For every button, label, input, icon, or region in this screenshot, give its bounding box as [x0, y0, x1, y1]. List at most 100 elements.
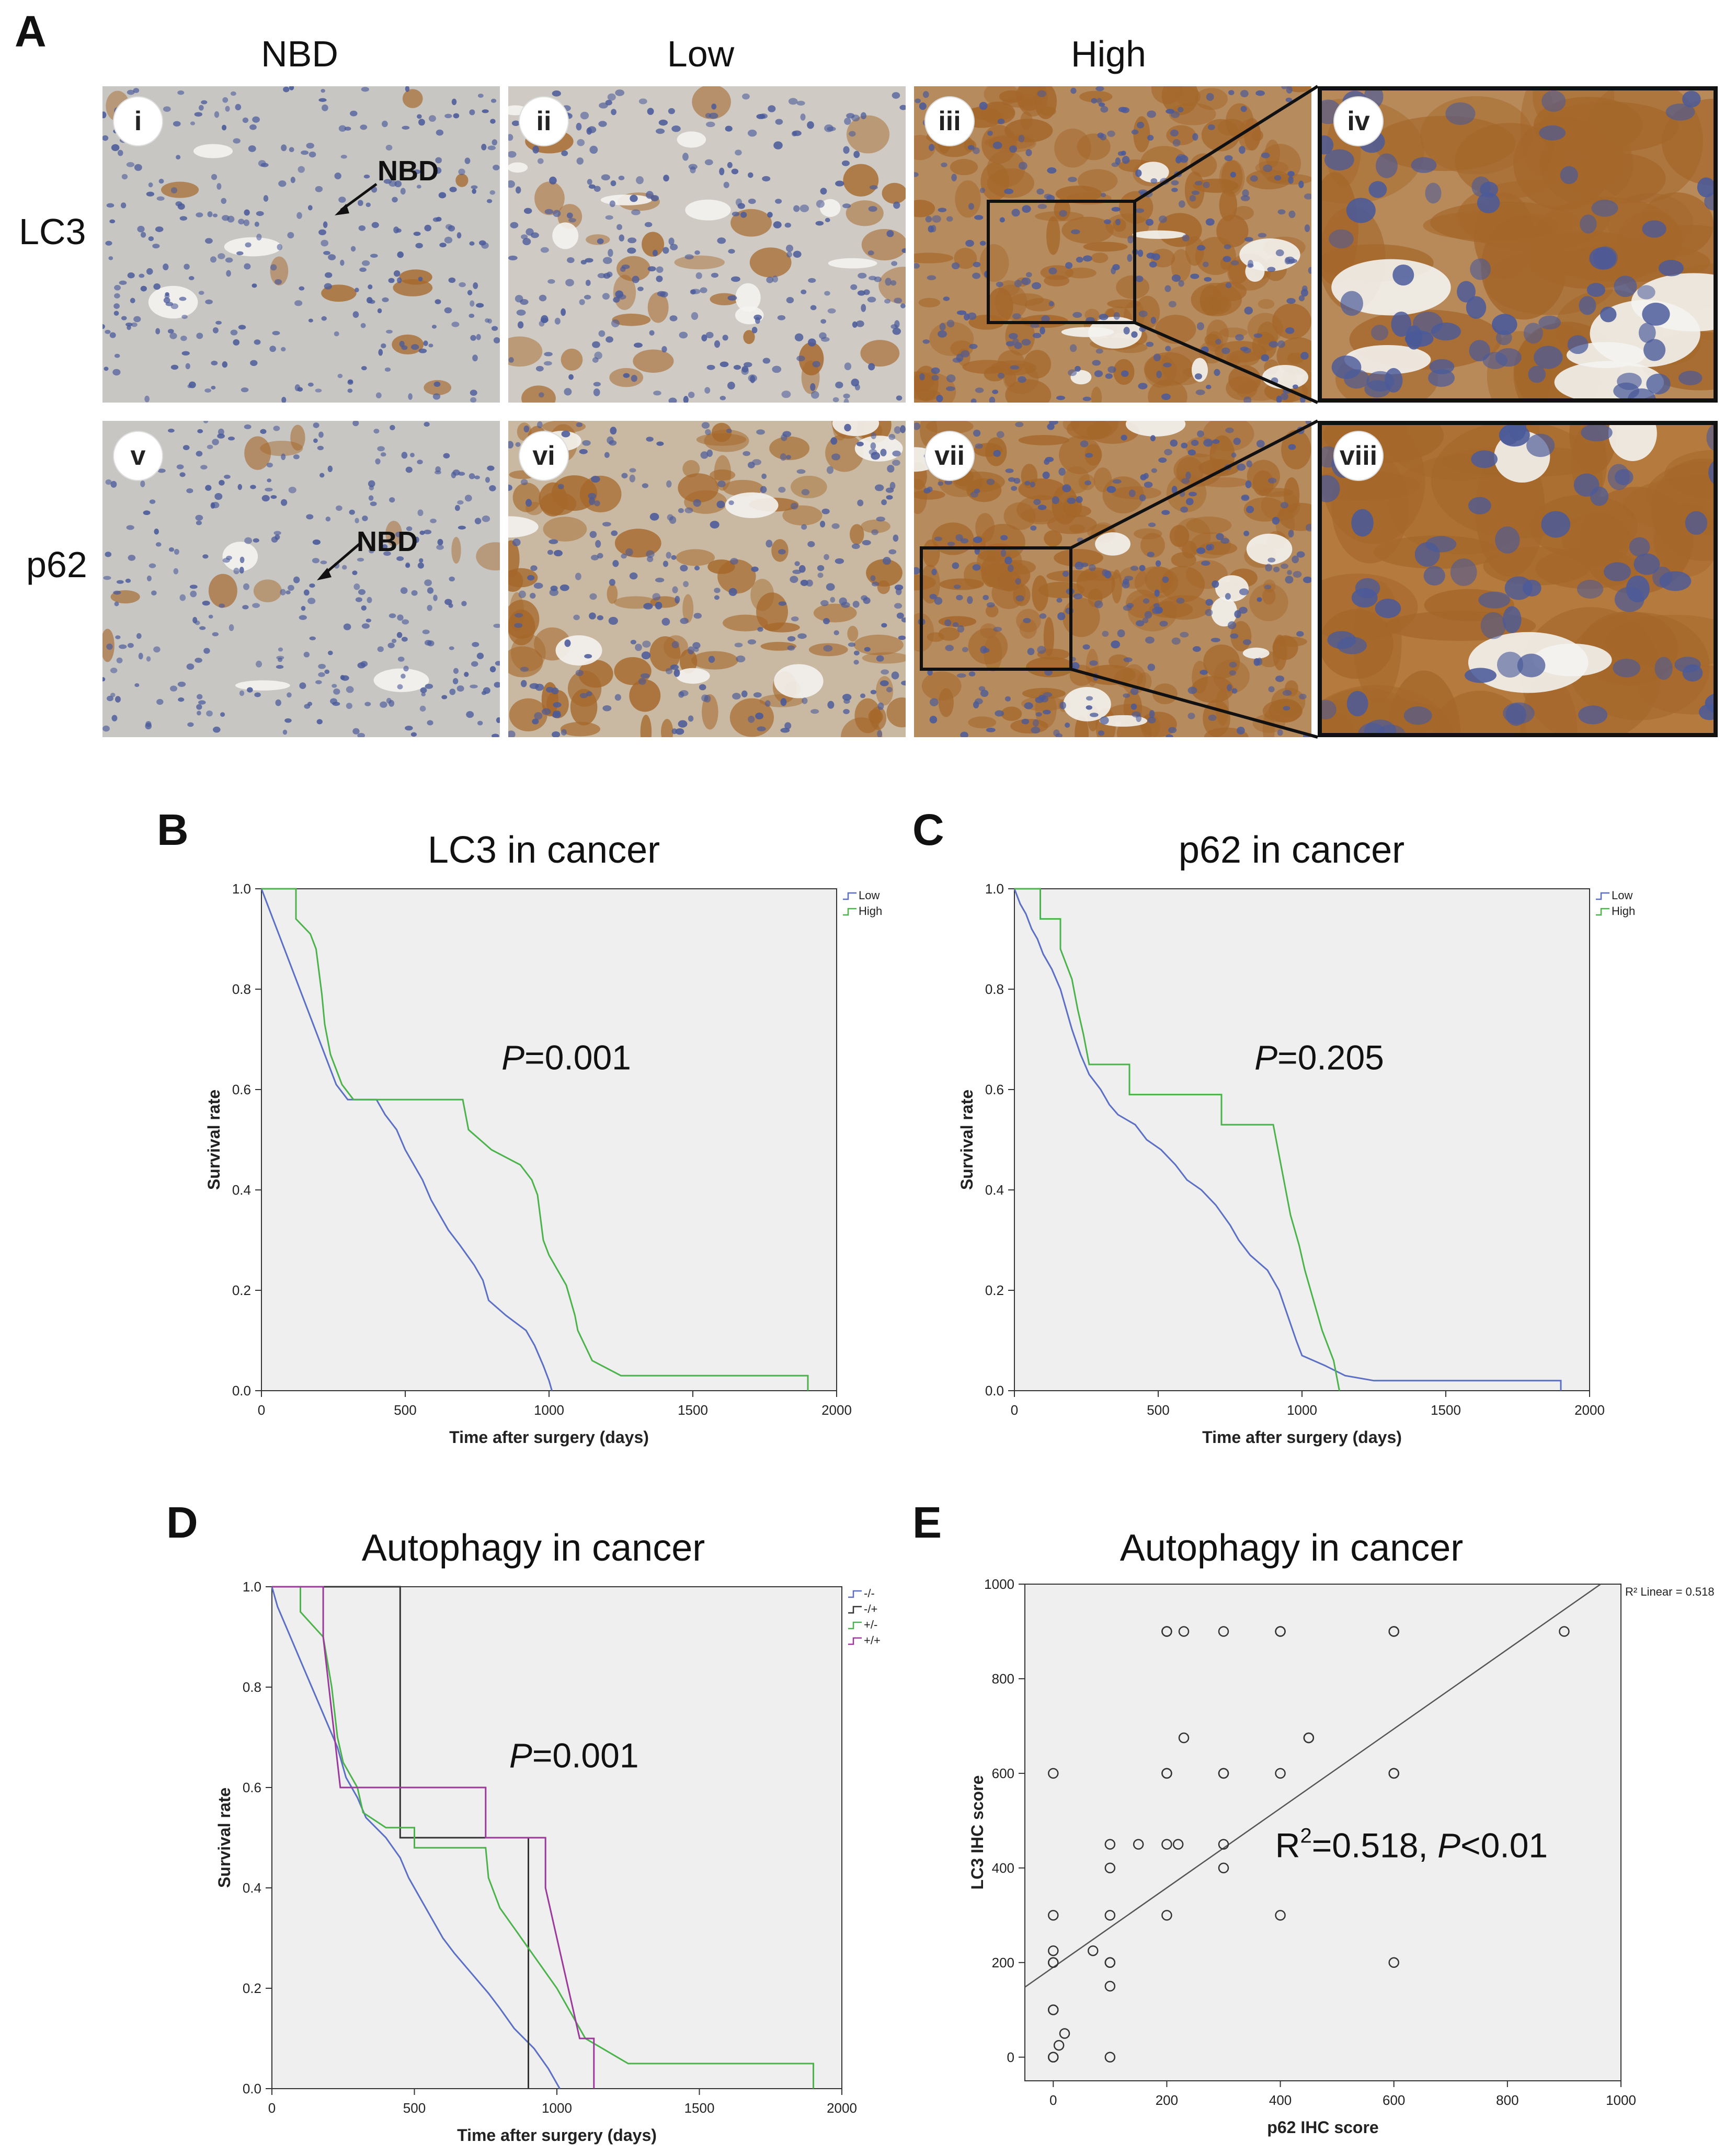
scatter-point: [1048, 1945, 1059, 1956]
legend-swatch: [848, 1621, 862, 1630]
y-axis-label: Survival rate: [215, 1788, 234, 1888]
legend-label: Low: [1612, 889, 1632, 902]
numeral-v: v: [113, 431, 163, 481]
numeral-vi: vi: [519, 431, 569, 481]
zoom-box-iii: [987, 200, 1136, 324]
col-label-nbd: NBD: [261, 33, 338, 74]
nbd-arrow-v: [322, 543, 361, 576]
zoom-box-vii: [920, 546, 1072, 671]
plot-area: [1024, 1584, 1621, 2081]
panel-e-letter: E: [912, 1498, 942, 1547]
micrograph-viii: [1318, 421, 1718, 737]
legend-label: -/-: [864, 1587, 875, 1600]
nbd-arrowhead-i: [335, 204, 349, 215]
plot-area: [261, 888, 837, 1391]
chart-e: 0 200 400 600 800 1000 0 200 400 600 800 1000 p62 IH…: [968, 1576, 1715, 2137]
x-tick-label: 800: [1496, 2092, 1518, 2108]
scatter-point: [1275, 1768, 1286, 1779]
y-tick-label: 800: [992, 1671, 1014, 1687]
scatter-point: [1275, 1910, 1286, 1921]
col-label-high: High: [1071, 33, 1146, 74]
y-tick-label: 600: [992, 1766, 1014, 1781]
series-line-1: [272, 1586, 529, 2089]
scatter-point: [1161, 1839, 1172, 1850]
legend-swatch: [843, 908, 856, 916]
scatter-point: [1178, 1626, 1190, 1637]
numeral-i: i: [113, 96, 163, 146]
scatter-point: [1104, 1862, 1116, 1874]
chart-c: 0 500 1000 1500 2000 0.0 0.2 0.4 0.6 0.8 1.0 Time a…: [957, 881, 1635, 1447]
numeral-viii: viii: [1333, 431, 1384, 481]
legend-label: +/-: [864, 1618, 877, 1631]
y-tick-label: 0.8: [985, 981, 1004, 997]
x-tick-label: 1500: [684, 2100, 715, 2116]
y-tick-label: 0.4: [232, 1182, 251, 1198]
scatter-point: [1104, 1910, 1116, 1921]
p-value-annotation: P=0.205: [1254, 1038, 1384, 1077]
legend-label: High: [1612, 904, 1635, 918]
panel-c-letter: C: [912, 805, 944, 854]
y-tick-label: 0.6: [985, 1082, 1004, 1097]
scatter-point: [1172, 1839, 1184, 1850]
micrograph-iv: [1318, 86, 1718, 403]
nbd-arrowhead-v: [317, 568, 332, 580]
y-tick-label: 1.0: [232, 881, 251, 897]
scatter-point: [1059, 2028, 1070, 2039]
y-tick-label: 0.2: [243, 1980, 261, 1996]
numeral-iii: iii: [924, 96, 975, 146]
scatter-point: [1104, 1839, 1116, 1850]
tissue-texture: [102, 421, 500, 737]
legend-swatch: [843, 892, 856, 900]
tissue-texture: [102, 86, 500, 403]
x-tick-label: 0: [268, 2100, 276, 2116]
legend-swatch: [848, 1590, 862, 1598]
y-tick-label: 1.0: [985, 881, 1004, 897]
scatter-point: [1161, 1768, 1172, 1779]
zoom-line-vii-top: [1070, 419, 1319, 549]
plot-area: [1014, 888, 1590, 1391]
y-tick-label: 0.4: [243, 1880, 261, 1896]
scatter-point: [1048, 1957, 1059, 1968]
panel-d-letter: D: [166, 1498, 198, 1547]
x-tick-label: 2000: [1574, 1402, 1605, 1418]
scatter-point: [1104, 1980, 1116, 1992]
micrograph-i: [102, 86, 500, 403]
panel-a-letter: A: [15, 7, 47, 56]
scatter-point: [1218, 1626, 1229, 1637]
legend-swatch: [1596, 892, 1609, 900]
x-tick-label: 1000: [1287, 1402, 1317, 1418]
legend-swatch: [1596, 908, 1609, 916]
chart-e-title: Autophagy in cancer: [1120, 1527, 1464, 1569]
x-tick-label: 500: [403, 2100, 426, 2116]
y-axis-label: Survival rate: [204, 1090, 223, 1190]
series-line-3: [272, 1586, 595, 2089]
scatter-point: [1559, 1626, 1570, 1637]
y-tick-label: 0.0: [985, 1383, 1004, 1399]
scatter-point: [1088, 1945, 1099, 1956]
y-tick-label: 0.6: [232, 1082, 251, 1097]
legend-label: Low: [859, 889, 880, 902]
scatter-point: [1218, 1768, 1229, 1779]
chart-b-title: LC3 in cancer: [427, 829, 660, 871]
x-tick-label: 1000: [534, 1402, 564, 1418]
row-label-lc3: LC3: [19, 211, 86, 252]
tissue-texture: [914, 421, 1311, 737]
tissue-texture: [1322, 425, 1714, 733]
x-tick-label: 1500: [1431, 1402, 1461, 1418]
row-label-p62: p62: [26, 544, 87, 585]
y-tick-label: 400: [992, 1860, 1014, 1876]
y-tick-label: 0.2: [232, 1282, 251, 1298]
y-tick-label: 1.0: [243, 1579, 261, 1595]
legend-swatch: [848, 1637, 862, 1645]
y-tick-label: 0.2: [985, 1282, 1004, 1298]
chart-d: 0 500 1000 1500 2000 0.0 0.2 0.4 0.6 0.8 1.0 Time a…: [215, 1579, 881, 2145]
scatter-point: [1218, 1839, 1229, 1850]
y-tick-label: 0.0: [232, 1383, 251, 1399]
y-tick-label: 0.8: [243, 1679, 261, 1695]
x-tick-label: 2000: [821, 1402, 852, 1418]
y-axis-label: Survival rate: [957, 1090, 976, 1190]
legend-label: High: [859, 904, 882, 918]
micrograph-vii: [914, 421, 1311, 737]
fit-line: [1024, 1583, 1601, 1988]
x-axis-label: Time after surgery (days): [457, 2126, 657, 2145]
